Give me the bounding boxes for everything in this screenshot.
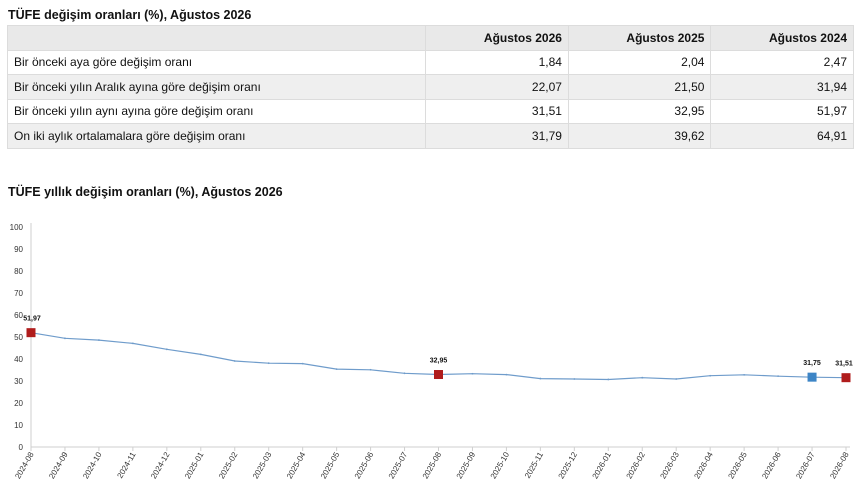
x-tick-label: 2024-09 <box>47 450 70 480</box>
x-tick-label: 2026-04 <box>692 450 715 480</box>
table-row: Bir önceki yılın Aralık ayına göre değiş… <box>6 74 854 100</box>
data-point <box>335 368 338 371</box>
y-tick-label: 50 <box>14 333 23 342</box>
column-header-2024: Ağustos 2024 <box>710 25 854 51</box>
data-point <box>403 372 406 375</box>
row-label-twelve-month-average: On iki aylık ortalamalara göre değişim o… <box>6 123 427 149</box>
x-tick-label: 2024-11 <box>115 450 137 480</box>
x-axis: 2024-08 2024-09 2024-10 2024-11 2024-12 2025-… <box>13 446 851 480</box>
y-tick-label: 70 <box>14 289 23 298</box>
data-point <box>301 362 304 365</box>
x-tick-label: 2025-01 <box>183 450 206 480</box>
highlight-marker <box>807 372 817 382</box>
data-label: 31,51 <box>835 361 853 368</box>
x-tick-label: 2025-09 <box>455 450 478 480</box>
data-point <box>675 378 678 380</box>
x-tick-label: 2025-07 <box>387 450 410 480</box>
data-point <box>471 372 474 375</box>
data-point <box>607 378 610 381</box>
x-tick-label: 2026-06 <box>760 450 783 480</box>
highlight-marker <box>841 373 851 383</box>
chart-title: TÜFE yıllık değişim oranları (%), Ağusto… <box>8 185 283 199</box>
data-point <box>573 378 576 380</box>
table-cell: 22,07 <box>425 74 569 100</box>
column-header-label <box>6 25 427 51</box>
data-point <box>709 374 712 377</box>
x-tick-label: 2024-12 <box>149 450 172 480</box>
x-tick-label: 2025-04 <box>285 450 308 480</box>
data-point <box>777 375 779 378</box>
table-row: On iki aylık ortalamalara göre değişim o… <box>6 123 854 149</box>
x-tick-label: 2025-10 <box>489 450 512 480</box>
x-tick-label: 2024-10 <box>81 450 104 480</box>
table-cell: 31,51 <box>425 98 569 124</box>
x-tick-label: 2026-02 <box>625 450 648 480</box>
inflation-rate-table: Ağustos 2026 Ağustos 2025 Ağustos 2024 B… <box>6 25 854 149</box>
table-cell: 51,97 <box>710 98 854 124</box>
table-cell: 21,50 <box>567 74 712 100</box>
column-header-2025: Ağustos 2025 <box>567 25 712 51</box>
data-point <box>505 373 508 376</box>
table-cell: 1,84 <box>425 49 569 75</box>
y-tick-label: 90 <box>14 245 23 254</box>
table-row: Bir önceki aya göre değişim oranı 1,84 2… <box>6 49 854 75</box>
y-tick-label: 10 <box>14 421 23 430</box>
x-tick-label: 2026-07 <box>794 450 817 480</box>
data-point <box>743 373 746 376</box>
x-tick-label: 2024-08 <box>13 450 36 480</box>
y-tick-label: 30 <box>14 377 23 386</box>
y-tick-label: 0 <box>19 443 24 452</box>
table-cell: 64,91 <box>710 123 854 149</box>
x-tick-label: 2026-08 <box>828 450 851 480</box>
x-tick-label: 2025-06 <box>353 450 376 480</box>
data-point <box>539 377 542 380</box>
table-cell: 2,47 <box>710 49 854 75</box>
data-point <box>641 376 644 379</box>
x-tick-label: 2026-01 <box>591 450 614 480</box>
y-tick-label: 100 <box>10 223 24 232</box>
x-tick-label: 2025-03 <box>251 450 274 480</box>
data-point <box>64 337 66 340</box>
data-point <box>98 339 100 341</box>
marker-layer: 51,97 32,95 31,75 31,51 <box>23 316 853 383</box>
x-tick-label: 2025-02 <box>217 450 240 480</box>
table-cell: 39,62 <box>567 123 712 149</box>
data-point <box>199 353 202 356</box>
x-tick-label: 2025-12 <box>557 450 580 480</box>
y-tick-label: 60 <box>14 311 23 320</box>
table-cell: 2,04 <box>567 49 712 75</box>
highlight-marker <box>26 328 36 338</box>
x-tick-label: 2025-08 <box>421 450 444 480</box>
data-point <box>233 360 236 362</box>
table-cell: 32,95 <box>567 98 712 124</box>
x-tick-label: 2025-11 <box>523 450 545 480</box>
y-tick-label: 20 <box>14 399 23 408</box>
table-row: Bir önceki yılın aynı ayına göre değişim… <box>6 98 854 124</box>
data-point <box>131 342 134 345</box>
row-label-monthly: Bir önceki aya göre değişim oranı <box>6 49 427 75</box>
data-point <box>369 368 372 371</box>
x-tick-label: 2026-03 <box>658 450 681 480</box>
y-tick-label: 40 <box>14 355 23 364</box>
data-label: 51,97 <box>23 316 41 323</box>
x-tick-label: 2025-05 <box>319 450 342 480</box>
row-label-annual: Bir önceki yılın aynı ayına göre değişim… <box>6 98 427 124</box>
x-tick-label: 2026-05 <box>726 450 749 480</box>
data-point <box>267 362 270 365</box>
table-header-row: Ağustos 2026 Ağustos 2025 Ağustos 2024 <box>6 25 854 51</box>
highlight-marker <box>434 370 443 380</box>
data-label: 31,75 <box>803 360 821 367</box>
table-cell: 31,79 <box>425 123 569 149</box>
column-header-2026: Ağustos 2026 <box>425 25 569 51</box>
data-label: 32,95 <box>430 358 448 365</box>
table-cell: 31,94 <box>710 74 854 100</box>
data-point <box>165 348 168 351</box>
row-label-year-to-date: Bir önceki yılın Aralık ayına göre değiş… <box>6 74 427 100</box>
table-title: TÜFE değişim oranları (%), Ağustos 2026 <box>8 8 252 22</box>
y-axis: 0 10 20 30 40 50 60 70 80 90 100 <box>10 223 32 452</box>
y-tick-label: 80 <box>14 267 23 276</box>
